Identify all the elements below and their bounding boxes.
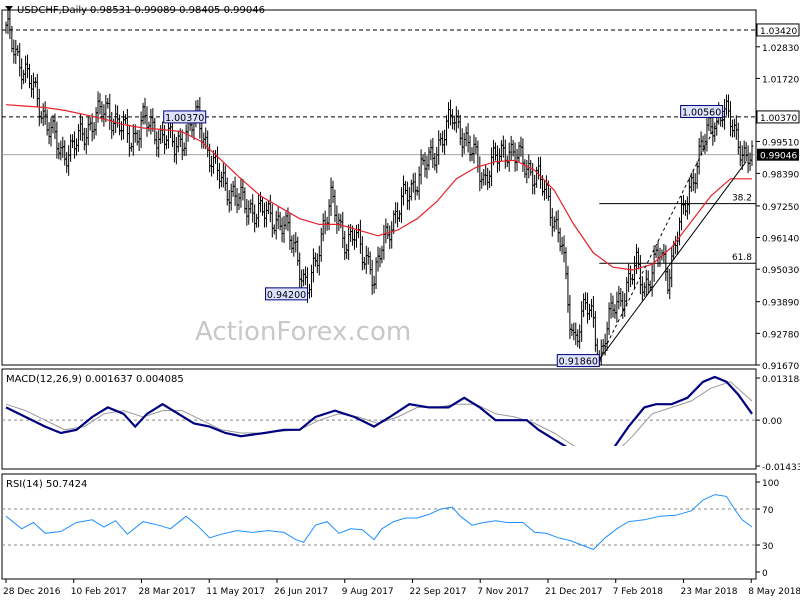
level-label-text: 0.94200	[267, 290, 306, 301]
price-tick-label: 0.96140	[762, 235, 799, 245]
date-tick-label: 10 Feb 2017	[71, 587, 127, 597]
price-tick-label: 0.92780	[762, 330, 799, 340]
level-labels: 1.00370 1.00560 0.94200 0.91860	[163, 105, 725, 368]
date-tick-label: 26 Jun 2017	[274, 587, 328, 597]
level-label-text: 1.00370	[165, 113, 204, 124]
price-tick-label: 0.91670	[762, 362, 799, 372]
fib-level-label: 38.2	[732, 194, 752, 204]
price-tick-label: 0.97250	[762, 203, 799, 213]
horizontal-level-lines: 38.2 61.8	[2, 29, 756, 264]
macd-axis-ticks: 0.013184 0.00 -0.014339	[756, 375, 800, 473]
date-tick-label: 28 Dec 2016	[3, 587, 61, 597]
date-tick-label: 7 Feb 2018	[613, 587, 664, 597]
price-tick-label: 0.93890	[762, 299, 799, 309]
dropdown-triangle-icon[interactable]	[5, 6, 13, 11]
macd-line	[5, 375, 753, 446]
rsi-tick-label: 100	[762, 479, 779, 489]
price-axis-ticks: 1.02830 1.01720 0.99510 0.98390 0.97250 0.961…	[756, 44, 799, 372]
price-tick-label: 0.99510	[762, 138, 799, 148]
level-label-text: 1.00560	[682, 108, 721, 119]
level-label-box	[265, 287, 309, 301]
rsi-tick-label: 30	[762, 542, 774, 552]
price-tag-label: 1.03420	[760, 27, 797, 37]
price-tag-box	[756, 23, 800, 37]
current-price-tag-label: 0.99046	[760, 152, 797, 162]
price-tag-label: 1.00370	[760, 114, 797, 124]
watermark: ActionForex.com	[195, 317, 411, 347]
symbol-label: USDCHF,Daily	[17, 5, 87, 16]
rsi-tick-label: 70	[762, 506, 774, 516]
ohlc-label: 0.98531 0.99089 0.98405 0.99046	[90, 5, 265, 16]
macd-title: MACD(12,26,9) 0.001637 0.004085	[6, 374, 184, 385]
price-panel-frame	[1, 9, 757, 366]
date-axis: 28 Dec 2016 10 Feb 2017 28 Mar 2017 11 May …	[3, 579, 800, 597]
dashed-trendline	[598, 111, 724, 360]
moving-average-line	[5, 104, 752, 271]
macd-tick-label: -0.014339	[762, 463, 800, 473]
rsi-panel-frame	[1, 473, 757, 580]
current-price-tag-box	[757, 148, 799, 161]
price-tag-box	[756, 110, 800, 124]
price-tick-label: 0.98390	[762, 170, 799, 180]
rsi-line	[5, 494, 753, 551]
date-tick-label: 23 Mar 2018	[680, 587, 737, 597]
date-tick-label: 7 Nov 2017	[477, 587, 529, 597]
level-label-text: 0.91860	[559, 357, 598, 368]
macd-tick-label: 0.013184	[762, 375, 800, 385]
date-tick-label: 9 Aug 2017	[342, 587, 394, 597]
level-label-box	[556, 354, 600, 368]
date-tick-label: 11 May 2017	[206, 587, 265, 597]
price-tick-label: 1.01720	[762, 75, 799, 85]
trendlines	[598, 111, 747, 360]
price-tick-label: 1.02830	[762, 44, 799, 54]
date-tick-label: 22 Sep 2017	[409, 587, 466, 597]
rsi-title: RSI(14) 50.7424	[6, 479, 87, 490]
rsi-axis-ticks: 100 70 30 0	[756, 479, 779, 579]
level-label-box	[163, 110, 207, 124]
support-trendline	[598, 161, 747, 360]
price-tick-label: 0.95030	[762, 266, 799, 276]
level-label-box	[680, 105, 724, 119]
date-tick-label: 21 Dec 2017	[545, 587, 603, 597]
rsi-tick-label: 0	[762, 569, 768, 579]
date-tick-label: 8 May 2018	[748, 587, 800, 597]
right-price-tags: 1.03420 1.00370 0.99046	[756, 23, 800, 162]
macd-tick-label: 0.00	[762, 417, 782, 427]
price-bars	[4, 10, 754, 365]
fib-level-label: 61.8	[732, 253, 752, 263]
date-tick-label: 28 Mar 2017	[138, 587, 195, 597]
